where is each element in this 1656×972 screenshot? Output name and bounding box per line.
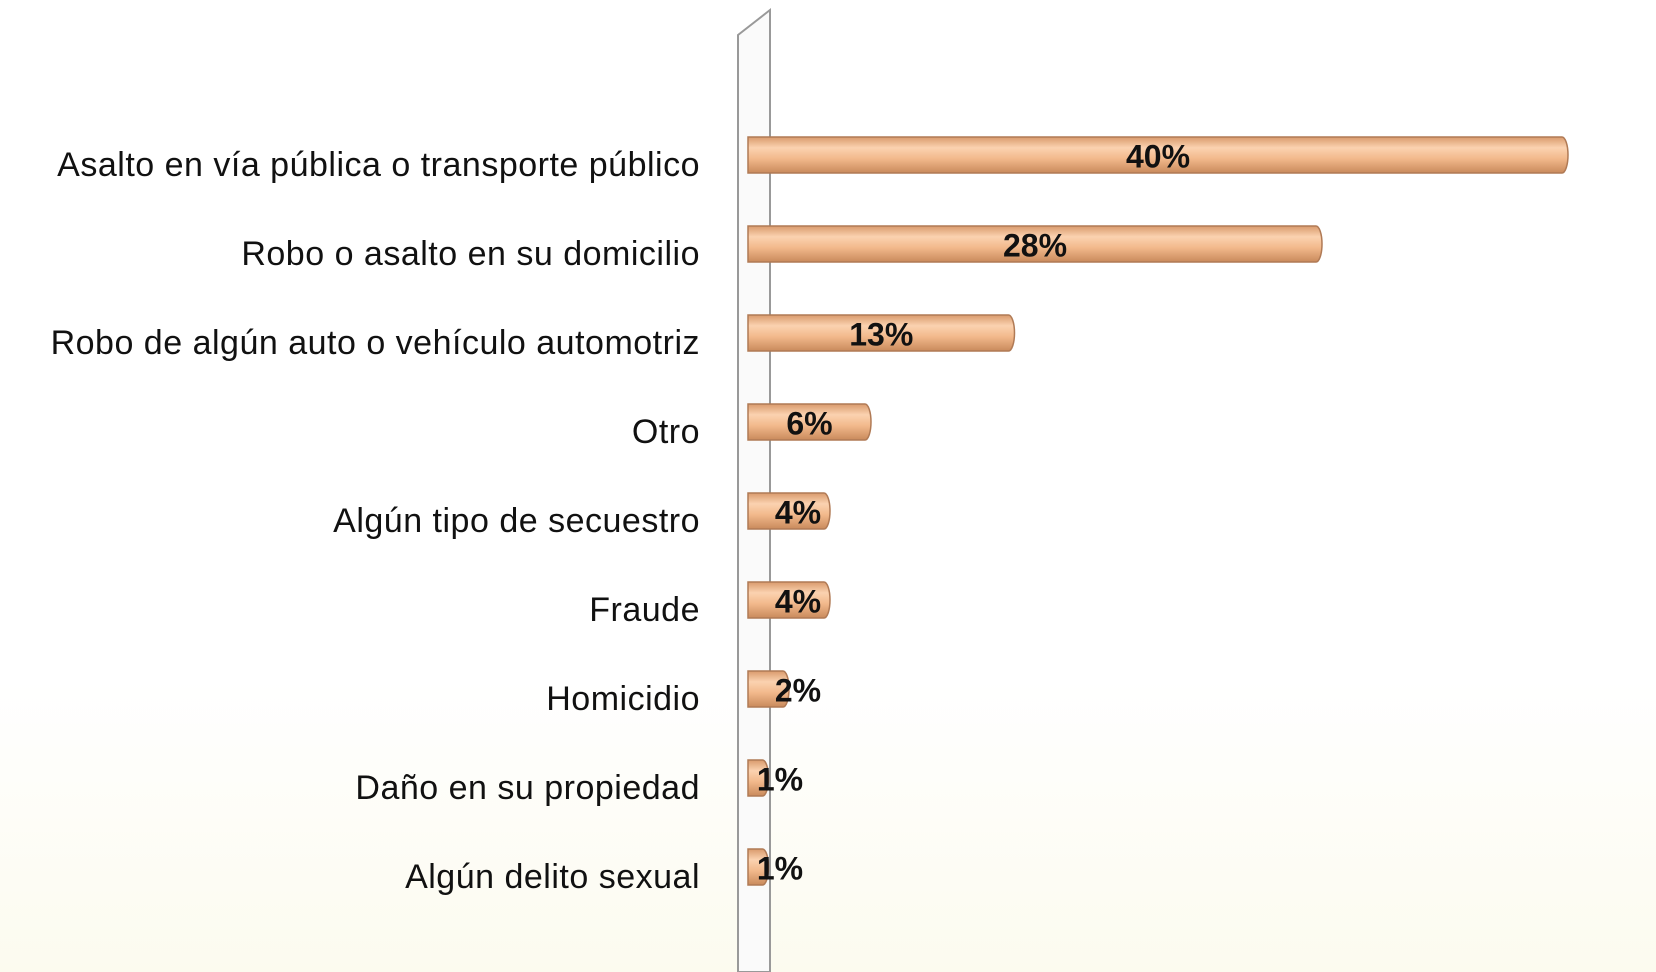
- category-label: Robo de algún auto o vehículo automotriz: [51, 324, 700, 362]
- bar: [747, 670, 790, 708]
- value-label: 4%: [775, 583, 821, 619]
- category-label: Robo o asalto en su domicilio: [241, 235, 700, 273]
- bar: [747, 314, 1016, 352]
- category-label: Fraude: [589, 591, 700, 629]
- category-label: Otro: [632, 413, 700, 451]
- value-label: 1%: [757, 761, 803, 797]
- bar: [747, 581, 831, 619]
- bar: [747, 225, 1323, 263]
- bar: [747, 403, 872, 441]
- category-label: Daño en su propiedad: [355, 769, 700, 807]
- bar: [747, 136, 1569, 174]
- value-label: 28%: [1003, 227, 1067, 263]
- value-label: 13%: [849, 316, 913, 352]
- value-label: 1%: [757, 850, 803, 886]
- category-label: Asalto en vía pública o transporte públi…: [57, 146, 700, 184]
- category-label: Algún tipo de secuestro: [333, 502, 700, 540]
- value-label: 4%: [775, 494, 821, 530]
- value-label: 40%: [1126, 138, 1190, 174]
- value-label: 2%: [775, 672, 821, 708]
- category-label: Homicidio: [546, 680, 700, 718]
- category-label: Algún delito sexual: [405, 858, 700, 896]
- bar: [747, 759, 770, 797]
- bar: [747, 492, 831, 530]
- value-label: 6%: [786, 405, 832, 441]
- bar: [747, 848, 770, 886]
